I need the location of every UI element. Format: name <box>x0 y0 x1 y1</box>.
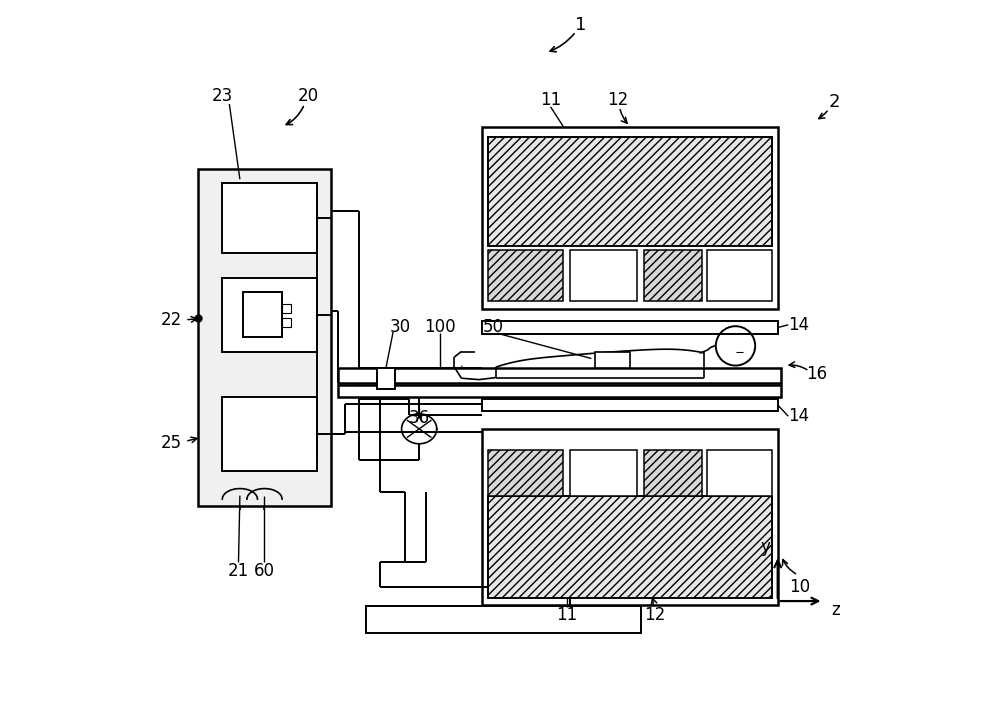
Text: 25: 25 <box>161 434 182 452</box>
Bar <box>595 352 630 368</box>
Text: 12: 12 <box>607 91 629 109</box>
Text: 1: 1 <box>575 15 587 34</box>
Bar <box>644 450 702 496</box>
Bar <box>282 304 291 313</box>
Bar <box>707 250 772 301</box>
Bar <box>482 429 778 605</box>
Text: y: y <box>760 538 770 556</box>
Text: 2: 2 <box>828 93 840 111</box>
Text: 30: 30 <box>390 318 411 336</box>
Bar <box>707 450 772 496</box>
Bar <box>482 399 778 411</box>
Text: 20: 20 <box>298 87 319 105</box>
Bar <box>222 397 317 471</box>
Bar <box>366 606 641 633</box>
Text: 22: 22 <box>161 311 182 329</box>
Bar <box>482 321 778 334</box>
Text: 23: 23 <box>212 87 233 105</box>
Bar <box>482 127 778 309</box>
Text: 14: 14 <box>788 316 809 334</box>
Bar <box>488 496 772 598</box>
Bar <box>570 250 637 301</box>
Bar <box>243 292 282 337</box>
Bar <box>338 385 781 397</box>
Text: 14: 14 <box>788 407 809 425</box>
Bar <box>644 250 702 301</box>
Bar <box>222 183 317 253</box>
Bar <box>222 278 317 352</box>
Bar <box>570 450 637 496</box>
Bar <box>488 137 772 246</box>
Text: 10: 10 <box>789 578 810 596</box>
Text: 100: 100 <box>424 318 456 336</box>
Text: 50: 50 <box>482 318 503 336</box>
Bar <box>282 318 291 327</box>
Bar <box>488 250 563 301</box>
Text: z: z <box>832 600 840 619</box>
Text: 16: 16 <box>806 365 827 383</box>
Text: 12: 12 <box>644 606 665 624</box>
Bar <box>488 450 563 496</box>
Bar <box>377 368 395 389</box>
Text: 21: 21 <box>228 562 249 580</box>
Text: 60: 60 <box>254 562 275 580</box>
Text: 36: 36 <box>409 409 430 427</box>
Bar <box>198 169 331 506</box>
Bar <box>338 368 781 383</box>
Text: 11: 11 <box>540 91 561 109</box>
Text: 11: 11 <box>556 606 577 624</box>
